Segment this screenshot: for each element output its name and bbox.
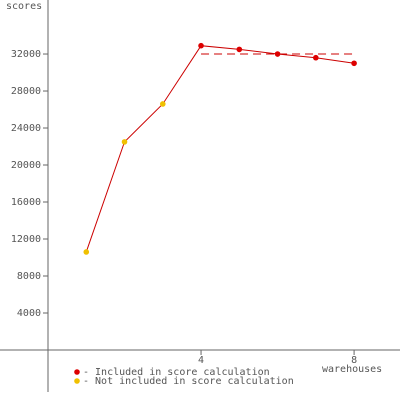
y-tick-label: 24000 bbox=[11, 123, 41, 134]
x-tick-label: 8 bbox=[351, 355, 357, 366]
y-tick-label: 20000 bbox=[11, 160, 41, 171]
y-tick-label: 12000 bbox=[11, 234, 41, 245]
y-axis-label: scores bbox=[6, 1, 42, 12]
legend-label: - Not included in score calculation bbox=[83, 376, 294, 387]
legend-marker bbox=[74, 378, 80, 384]
y-tick-label: 28000 bbox=[11, 86, 41, 97]
data-point bbox=[351, 60, 357, 67]
y-tick-label: 32000 bbox=[11, 49, 41, 60]
data-point bbox=[313, 54, 319, 61]
data-point bbox=[83, 249, 90, 255]
data-point bbox=[159, 101, 166, 107]
data-point bbox=[198, 42, 204, 49]
y-tick-label: 8000 bbox=[17, 271, 41, 282]
x-tick-label: 4 bbox=[198, 355, 204, 366]
legend-marker bbox=[74, 369, 80, 375]
legend-label: - Included in score calculation bbox=[83, 367, 270, 378]
y-tick-label: 4000 bbox=[17, 308, 41, 319]
y-tick-label: 16000 bbox=[11, 197, 41, 208]
x-axis-label: warehouses bbox=[322, 364, 382, 375]
data-line bbox=[85, 45, 355, 253]
data-point bbox=[121, 139, 128, 145]
data-point bbox=[274, 51, 281, 57]
data-point bbox=[236, 46, 243, 53]
